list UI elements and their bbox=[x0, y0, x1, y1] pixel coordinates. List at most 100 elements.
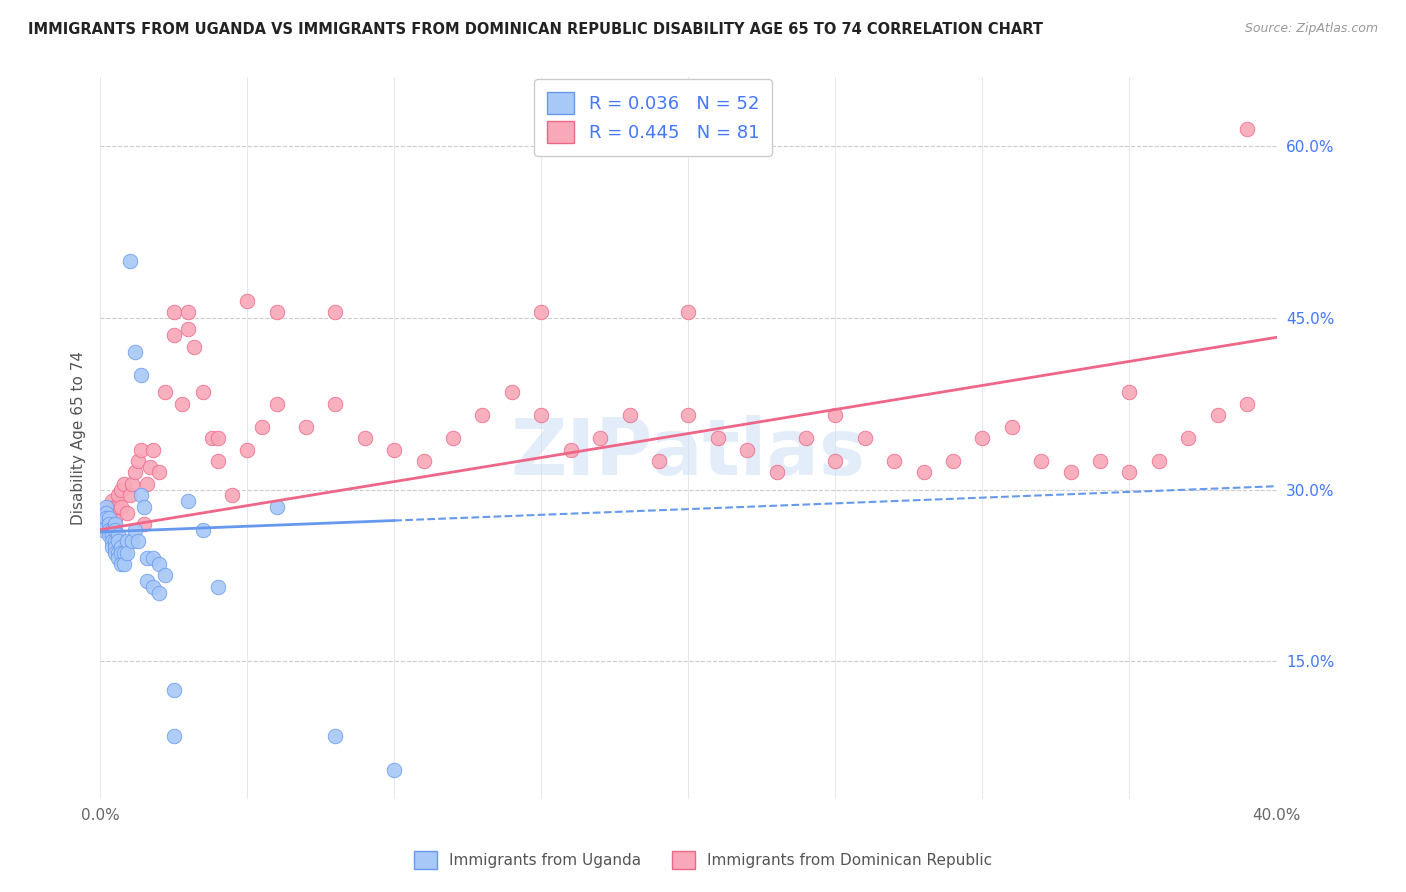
Point bbox=[266, 397, 288, 411]
Point bbox=[163, 729, 186, 743]
Point bbox=[207, 454, 229, 468]
Point bbox=[115, 545, 138, 559]
Point bbox=[912, 466, 935, 480]
Point bbox=[124, 523, 146, 537]
Point bbox=[266, 305, 288, 319]
Point bbox=[560, 442, 582, 457]
Text: Source: ZipAtlas.com: Source: ZipAtlas.com bbox=[1244, 22, 1378, 36]
Point bbox=[94, 523, 117, 537]
Point bbox=[236, 293, 259, 308]
Point bbox=[1206, 408, 1229, 422]
Legend: R = 0.036   N = 52, R = 0.445   N = 81: R = 0.036 N = 52, R = 0.445 N = 81 bbox=[534, 79, 772, 156]
Legend: Immigrants from Uganda, Immigrants from Dominican Republic: Immigrants from Uganda, Immigrants from … bbox=[408, 845, 998, 875]
Point bbox=[131, 442, 153, 457]
Point bbox=[353, 431, 375, 445]
Text: IMMIGRANTS FROM UGANDA VS IMMIGRANTS FROM DOMINICAN REPUBLIC DISABILITY AGE 65 T: IMMIGRANTS FROM UGANDA VS IMMIGRANTS FRO… bbox=[28, 22, 1043, 37]
Point bbox=[1088, 454, 1111, 468]
Point bbox=[97, 528, 120, 542]
Point bbox=[1118, 385, 1140, 400]
Point bbox=[127, 454, 149, 468]
Point bbox=[191, 523, 214, 537]
Point bbox=[1001, 419, 1024, 434]
Point bbox=[107, 534, 129, 549]
Point bbox=[441, 431, 464, 445]
Point bbox=[91, 516, 114, 531]
Point bbox=[1236, 122, 1258, 136]
Point bbox=[530, 305, 553, 319]
Point bbox=[101, 540, 124, 554]
Point bbox=[118, 488, 141, 502]
Point bbox=[1031, 454, 1053, 468]
Point bbox=[104, 540, 127, 554]
Point bbox=[530, 408, 553, 422]
Point bbox=[107, 528, 129, 542]
Point bbox=[97, 500, 120, 514]
Point bbox=[824, 408, 846, 422]
Point bbox=[107, 500, 129, 514]
Point bbox=[101, 534, 124, 549]
Point bbox=[207, 580, 229, 594]
Point bbox=[295, 419, 318, 434]
Point bbox=[118, 253, 141, 268]
Point bbox=[104, 516, 127, 531]
Point bbox=[97, 523, 120, 537]
Point bbox=[678, 305, 700, 319]
Point bbox=[325, 729, 347, 743]
Point bbox=[1177, 431, 1199, 445]
Point bbox=[201, 431, 224, 445]
Point bbox=[101, 511, 124, 525]
Point bbox=[131, 488, 153, 502]
Point bbox=[142, 551, 165, 566]
Point bbox=[972, 431, 994, 445]
Point bbox=[177, 305, 200, 319]
Point bbox=[101, 494, 124, 508]
Point bbox=[112, 557, 135, 571]
Point bbox=[177, 494, 200, 508]
Point bbox=[1118, 466, 1140, 480]
Point bbox=[104, 534, 127, 549]
Point bbox=[266, 500, 288, 514]
Point bbox=[706, 431, 728, 445]
Point bbox=[183, 339, 205, 353]
Point bbox=[1236, 397, 1258, 411]
Point bbox=[382, 442, 405, 457]
Point bbox=[163, 305, 186, 319]
Point bbox=[163, 328, 186, 343]
Point bbox=[94, 500, 117, 514]
Point bbox=[501, 385, 523, 400]
Point bbox=[153, 385, 176, 400]
Point bbox=[136, 574, 159, 589]
Point bbox=[136, 551, 159, 566]
Point bbox=[97, 511, 120, 525]
Point bbox=[110, 483, 132, 497]
Point bbox=[91, 523, 114, 537]
Point bbox=[121, 534, 143, 549]
Point bbox=[110, 545, 132, 559]
Point bbox=[853, 431, 876, 445]
Point bbox=[163, 683, 186, 698]
Point bbox=[765, 466, 787, 480]
Point bbox=[153, 568, 176, 582]
Point bbox=[115, 506, 138, 520]
Point bbox=[148, 585, 170, 599]
Point bbox=[136, 476, 159, 491]
Point bbox=[1147, 454, 1170, 468]
Point bbox=[325, 305, 347, 319]
Point bbox=[172, 397, 194, 411]
Point bbox=[115, 534, 138, 549]
Point bbox=[883, 454, 905, 468]
Point bbox=[101, 523, 124, 537]
Point bbox=[221, 488, 243, 502]
Point bbox=[101, 528, 124, 542]
Point bbox=[942, 454, 965, 468]
Point bbox=[207, 431, 229, 445]
Point bbox=[382, 763, 405, 777]
Point bbox=[142, 442, 165, 457]
Point bbox=[110, 500, 132, 514]
Point bbox=[148, 557, 170, 571]
Point bbox=[97, 516, 120, 531]
Point bbox=[104, 511, 127, 525]
Point bbox=[94, 511, 117, 525]
Text: ZIPatlas: ZIPatlas bbox=[510, 415, 866, 491]
Point bbox=[412, 454, 434, 468]
